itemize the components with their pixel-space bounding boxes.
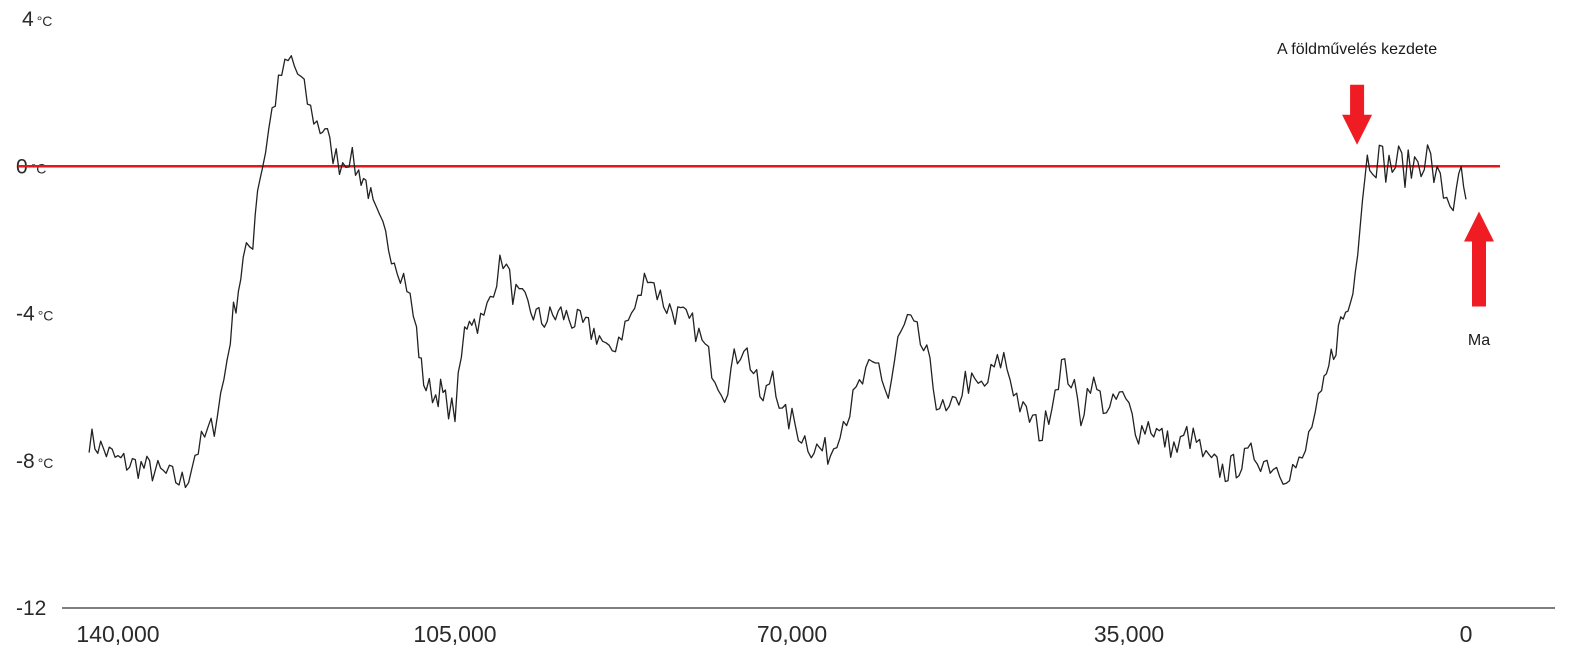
today-arrow-icon — [1464, 211, 1494, 307]
annotation-label: A földművelés kezdete — [1277, 41, 1437, 58]
y-tick-unit: °C — [31, 160, 47, 176]
y-tick-unit: °C — [37, 13, 53, 29]
y-tick-unit: °C — [38, 308, 54, 324]
x-tick-label: 0 — [1460, 621, 1473, 647]
y-tick-unit: °C — [38, 455, 54, 471]
y-tick-label: 4 °C — [22, 8, 52, 31]
y-tick-value: 4 — [22, 8, 34, 31]
x-tick-label: 140,000 — [76, 621, 159, 647]
farming-start-arrow-icon — [1342, 84, 1373, 145]
y-tick-value: -4 — [16, 303, 35, 326]
y-tick-label: -4 °C — [16, 303, 53, 326]
y-tick-value: -8 — [16, 450, 35, 473]
x-tick-label: 105,000 — [413, 621, 496, 647]
temperature-series-line — [88, 55, 1467, 489]
annotation-label: Ma — [1468, 332, 1490, 349]
x-tick-label: 70,000 — [757, 621, 827, 647]
x-tick-label: 35,000 — [1094, 621, 1164, 647]
y-tick-label: -8 °C — [16, 450, 53, 473]
y-tick-value: -12 — [16, 597, 46, 620]
y-tick-label: -12 — [16, 597, 46, 620]
